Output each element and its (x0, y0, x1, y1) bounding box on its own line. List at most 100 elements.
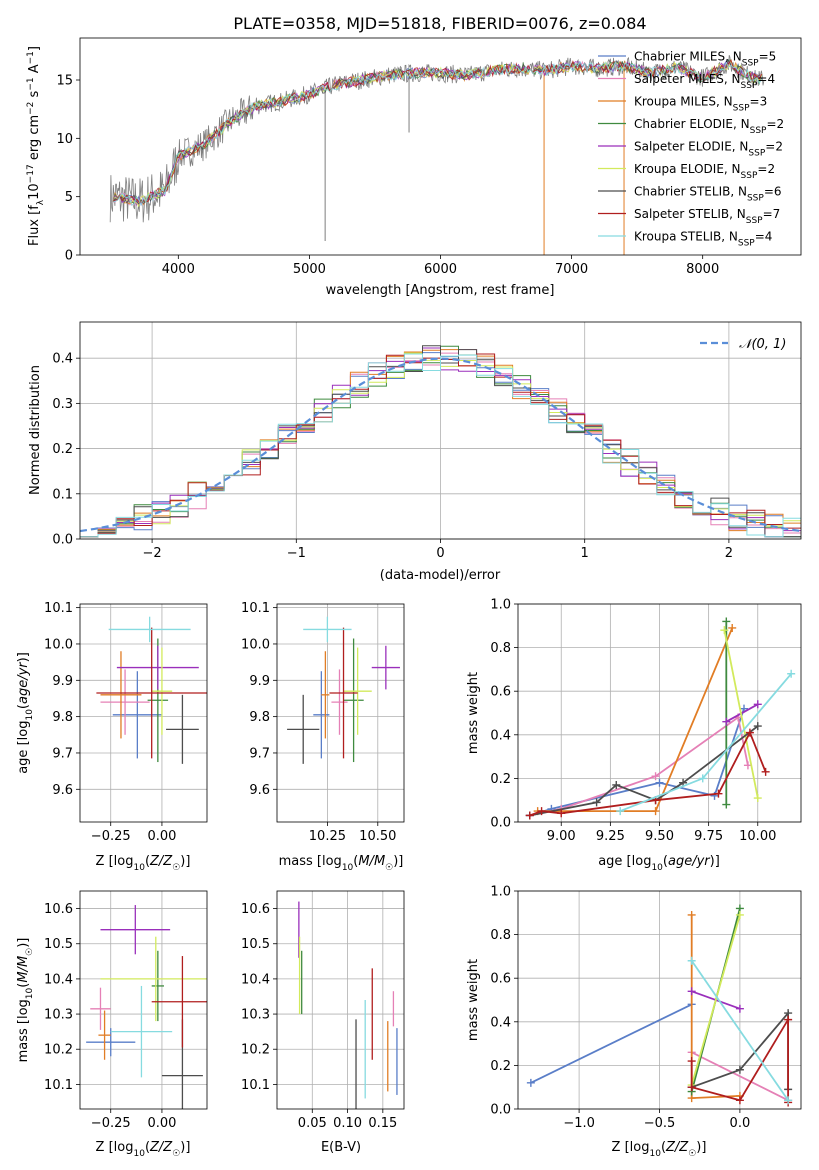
mass-weight-marker (735, 1065, 744, 1074)
x-axis-label: age [log10(age/yr)] (598, 854, 720, 873)
mass-weight-line (690, 914, 741, 1086)
axes-frame (79, 321, 802, 540)
axes: 0.05 0.10 0.15 10.1 10.2 10.3 10.4 10.5 10.6 E(B-… (241, 890, 405, 1155)
y-tick-label: 1.0 (490, 598, 511, 613)
mass-weight-line (690, 960, 789, 1101)
x-axis-label: Z [log10(Z/Z☉)] (612, 1140, 707, 1159)
y-tick-label: 0.1 (52, 487, 73, 502)
x-tick-label: 0.05 (298, 1116, 327, 1131)
axes: −2 −1 0 1 2 0.0 0.1 0.2 0.3 0.4 𝒩(0, 1) (data-model… (28, 321, 802, 583)
axes-frame (276, 603, 405, 823)
plot-area (86, 905, 207, 1109)
y-tick-label: 0.0 (490, 816, 511, 831)
x-axis-label: (data-model)/error (380, 568, 501, 583)
mass-weight-marker (722, 800, 731, 809)
y-tick-label: 9.8 (52, 710, 73, 725)
axes: −0.25 0.00 9.6 9.7 9.8 9.9 10.0 10.1 Z [log10(Z/… (16, 601, 208, 873)
x-tick-label: 9.75 (694, 829, 723, 844)
mass-weight-marker (787, 669, 796, 678)
y-tick-label: 5 (65, 190, 73, 205)
mass-weight-marker (745, 728, 754, 737)
legend-entry: Kroupa MILES, NSSP=3 (634, 95, 767, 114)
mass-weight-marker (735, 1004, 744, 1013)
chart-spectrum: 4000 5000 6000 7000 8000 0 5 10 15 wavelength [An… (26, 37, 802, 298)
x-tick-label: 9.25 (596, 829, 625, 844)
mass-weight-line (691, 1051, 789, 1102)
plot-area (525, 617, 796, 820)
x-tick-label: 10.25 (309, 829, 346, 844)
mass-weight-marker (722, 617, 731, 626)
y-tick-label: 9.7 (52, 746, 73, 761)
mass-weight-line (530, 1003, 693, 1084)
y-tick-label: 10.3 (44, 1008, 73, 1023)
model-fit-line (112, 60, 763, 207)
x-tick-label: 5000 (293, 262, 326, 277)
plot-area (298, 901, 398, 1109)
x-tick-label: −1 (287, 546, 306, 561)
mass-weight-marker (735, 910, 744, 919)
y-tick-label: 10.6 (241, 902, 270, 917)
y-tick-label: 10.1 (241, 601, 270, 616)
mass-weight-marker (722, 717, 731, 726)
chart-Z-vs-age: −0.25 0.00 9.6 9.7 9.8 9.9 10.0 10.1 Z [log10(Z/… (16, 601, 208, 873)
y-axis-label: mass weight (466, 959, 481, 1041)
mass-weight-line (529, 725, 759, 817)
y-tick-label: 10.1 (44, 1078, 73, 1093)
x-tick-label: 8000 (686, 262, 719, 277)
x-tick-label: 6000 (424, 262, 457, 277)
y-tick-label: 10.5 (241, 937, 270, 952)
legend: 𝒩(0, 1) (700, 337, 786, 352)
y-tick-label: 10.0 (44, 637, 73, 652)
grid (518, 890, 801, 1110)
x-tick-label: 2 (725, 546, 733, 561)
x-tick-label: 10.00 (739, 829, 776, 844)
y-tick-label: 1.0 (490, 885, 511, 900)
y-tick-label: 0.0 (490, 1103, 511, 1118)
y-tick-label: 9.6 (249, 783, 270, 798)
residual-histogram (80, 353, 801, 538)
mass-weight-marker (616, 807, 625, 816)
y-tick-label: 10 (56, 132, 73, 147)
x-tick-label: 0.15 (368, 1116, 397, 1131)
x-tick-label: −1.0 (563, 1116, 595, 1131)
chart-age-vs-mass-weight: 9.00 9.25 9.50 9.75 10.00 0.0 0.2 0.4 0.6 0.8 1.0 a… (466, 598, 802, 873)
y-axis-label: mass weight (466, 672, 481, 754)
y-tick-label: 9.6 (52, 783, 73, 798)
mass-weight-marker (687, 910, 696, 919)
y-tick-label: 0.0 (52, 533, 73, 548)
mass-weight-marker (526, 1078, 535, 1087)
x-tick-label: 4000 (162, 262, 195, 277)
y-tick-label: 15 (56, 74, 73, 89)
legend-entry: Chabrier MILES, NSSP=5 (634, 50, 776, 69)
y-axis-label: age [log10(age/yr)] (16, 652, 35, 774)
plot-area (80, 345, 801, 538)
mass-weight-marker (753, 794, 762, 803)
y-tick-label: 10.4 (44, 972, 73, 987)
mass-weight-line (619, 673, 792, 812)
y-tick-label: 9.8 (249, 710, 270, 725)
legend-entry: Kroupa ELODIE, NSSP=2 (634, 162, 775, 181)
x-tick-label: 9.50 (645, 829, 674, 844)
plot-area (109, 54, 765, 255)
y-tick-label: 10.0 (241, 637, 270, 652)
y-tick-label: 0.6 (490, 685, 511, 700)
x-tick-label: 1 (581, 546, 589, 561)
plot-area (287, 616, 400, 764)
x-tick-label: 0.10 (333, 1116, 362, 1131)
y-tick-label: 10.5 (44, 937, 73, 952)
axes: 9.00 9.25 9.50 9.75 10.00 0.0 0.2 0.4 0.6 0.8 1.0 a… (466, 598, 802, 873)
legend-entry: Chabrier ELODIE, NSSP=2 (634, 117, 784, 136)
axes-frame (79, 603, 208, 823)
mass-weight-marker (784, 1015, 793, 1024)
x-tick-label: 7000 (555, 262, 588, 277)
legend-entry: Kroupa STELIB, NSSP=4 (634, 230, 772, 249)
y-axis-label: Flux [fλ10−17 erg cm−2 s−1 A−1] (26, 46, 46, 246)
mass-weight-marker (753, 722, 762, 731)
normal-curve (80, 357, 801, 533)
y-axis-label: Normed distribution (28, 365, 43, 495)
mass-weight-marker (687, 1083, 696, 1092)
x-tick-label: −0.5 (644, 1116, 676, 1131)
legend-entry: Chabrier STELIB, NSSP=6 (634, 185, 782, 204)
x-tick-label: 10.50 (359, 829, 396, 844)
mass-weight-marker (735, 1096, 744, 1105)
